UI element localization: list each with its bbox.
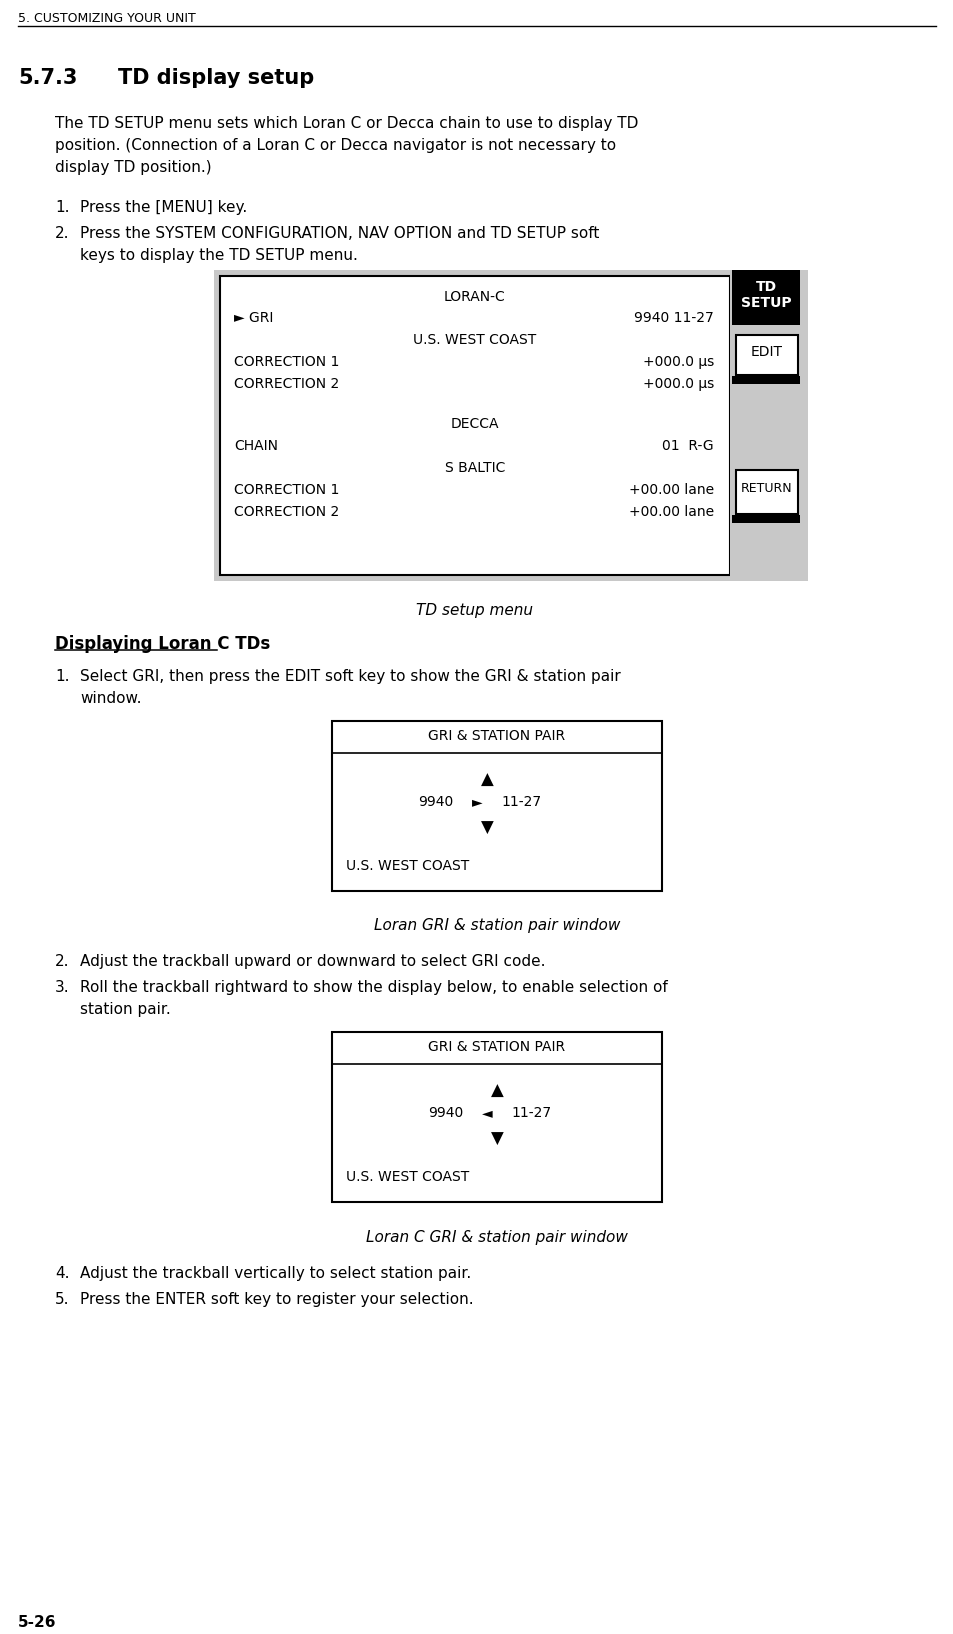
Text: TD display setup: TD display setup: [118, 69, 314, 88]
Text: Press the [MENU] key.: Press the [MENU] key.: [80, 199, 247, 214]
Text: TD: TD: [755, 279, 776, 294]
Text: Displaying Loran C TDs: Displaying Loran C TDs: [55, 636, 270, 654]
Text: GRI & STATION PAIR: GRI & STATION PAIR: [428, 729, 565, 743]
Bar: [735, 335, 797, 376]
Text: 5.7.3: 5.7.3: [18, 69, 77, 88]
Text: CORRECTION 2: CORRECTION 2: [233, 505, 339, 520]
Bar: [332, 721, 661, 891]
Text: 9940: 9940: [427, 1106, 462, 1121]
Text: Loran GRI & station pair window: Loran GRI & station pair window: [374, 918, 619, 933]
Text: ◄: ◄: [481, 1106, 492, 1121]
Text: +00.00 lane: +00.00 lane: [628, 505, 713, 520]
Text: Press the ENTER soft key to register your selection.: Press the ENTER soft key to register you…: [80, 1292, 473, 1307]
Text: GRI & STATION PAIR: GRI & STATION PAIR: [428, 1041, 565, 1054]
Text: 9940 11-27: 9940 11-27: [634, 312, 713, 325]
Bar: [729, 270, 801, 582]
Text: EDIT: EDIT: [750, 345, 782, 359]
Text: 2.: 2.: [55, 954, 70, 969]
Text: 5-26: 5-26: [18, 1616, 56, 1631]
Text: ▲: ▲: [480, 771, 493, 789]
Bar: [220, 276, 729, 575]
Text: display TD position.): display TD position.): [55, 160, 212, 175]
Text: station pair.: station pair.: [80, 1002, 171, 1018]
Text: TD setup menu: TD setup menu: [416, 603, 533, 618]
Text: 2.: 2.: [55, 225, 70, 240]
Text: S BALTIC: S BALTIC: [444, 461, 505, 475]
Text: Roll the trackball rightward to show the display below, to enable selection of: Roll the trackball rightward to show the…: [80, 980, 667, 995]
Text: U.S. WEST COAST: U.S. WEST COAST: [346, 858, 469, 873]
Text: keys to display the TD SETUP menu.: keys to display the TD SETUP menu.: [80, 248, 357, 263]
Text: Press the SYSTEM CONFIGURATION, NAV OPTION and TD SETUP soft: Press the SYSTEM CONFIGURATION, NAV OPTI…: [80, 225, 598, 240]
Text: 4.: 4.: [55, 1266, 70, 1281]
Text: 5.: 5.: [55, 1292, 70, 1307]
Bar: [731, 515, 800, 523]
Text: position. (Connection of a Loran C or Decca navigator is not necessary to: position. (Connection of a Loran C or De…: [55, 137, 616, 152]
Text: SETUP: SETUP: [740, 296, 790, 309]
Text: ▼: ▼: [490, 1131, 503, 1149]
Text: The TD SETUP menu sets which Loran C or Decca chain to use to display TD: The TD SETUP menu sets which Loran C or …: [55, 116, 638, 131]
Text: Loran C GRI & station pair window: Loran C GRI & station pair window: [366, 1230, 627, 1245]
Text: CORRECTION 1: CORRECTION 1: [233, 356, 339, 369]
Text: 11-27: 11-27: [500, 794, 540, 809]
Bar: [332, 1033, 661, 1203]
Text: 5. CUSTOMIZING YOUR UNIT: 5. CUSTOMIZING YOUR UNIT: [18, 11, 195, 25]
Bar: [735, 471, 797, 515]
Bar: [731, 376, 800, 384]
Text: ►: ►: [471, 794, 482, 809]
Text: +00.00 lane: +00.00 lane: [628, 484, 713, 497]
Text: ▲: ▲: [490, 1082, 503, 1100]
Bar: [213, 270, 807, 582]
Text: U.S. WEST COAST: U.S. WEST COAST: [346, 1170, 469, 1185]
Text: Adjust the trackball vertically to select station pair.: Adjust the trackball vertically to selec…: [80, 1266, 471, 1281]
Text: CHAIN: CHAIN: [233, 440, 277, 453]
Text: RETURN: RETURN: [740, 482, 792, 495]
Text: 1.: 1.: [55, 668, 70, 685]
Bar: [731, 270, 800, 325]
Text: ► GRI: ► GRI: [233, 312, 274, 325]
Text: CORRECTION 1: CORRECTION 1: [233, 484, 339, 497]
Text: U.S. WEST COAST: U.S. WEST COAST: [413, 333, 536, 348]
Text: CORRECTION 2: CORRECTION 2: [233, 377, 339, 392]
Text: LORAN-C: LORAN-C: [444, 289, 505, 304]
Text: 01  R-G: 01 R-G: [661, 440, 713, 453]
Text: DECCA: DECCA: [450, 417, 498, 431]
Text: 3.: 3.: [55, 980, 70, 995]
Text: 11-27: 11-27: [511, 1106, 551, 1121]
Text: 1.: 1.: [55, 199, 70, 214]
Text: 9940: 9940: [417, 794, 453, 809]
Text: Select GRI, then press the EDIT soft key to show the GRI & station pair: Select GRI, then press the EDIT soft key…: [80, 668, 620, 685]
Text: Adjust the trackball upward or downward to select GRI code.: Adjust the trackball upward or downward …: [80, 954, 545, 969]
Text: +000.0 μs: +000.0 μs: [642, 377, 713, 392]
Text: +000.0 μs: +000.0 μs: [642, 356, 713, 369]
Text: ▼: ▼: [480, 819, 493, 837]
Text: window.: window.: [80, 691, 141, 706]
